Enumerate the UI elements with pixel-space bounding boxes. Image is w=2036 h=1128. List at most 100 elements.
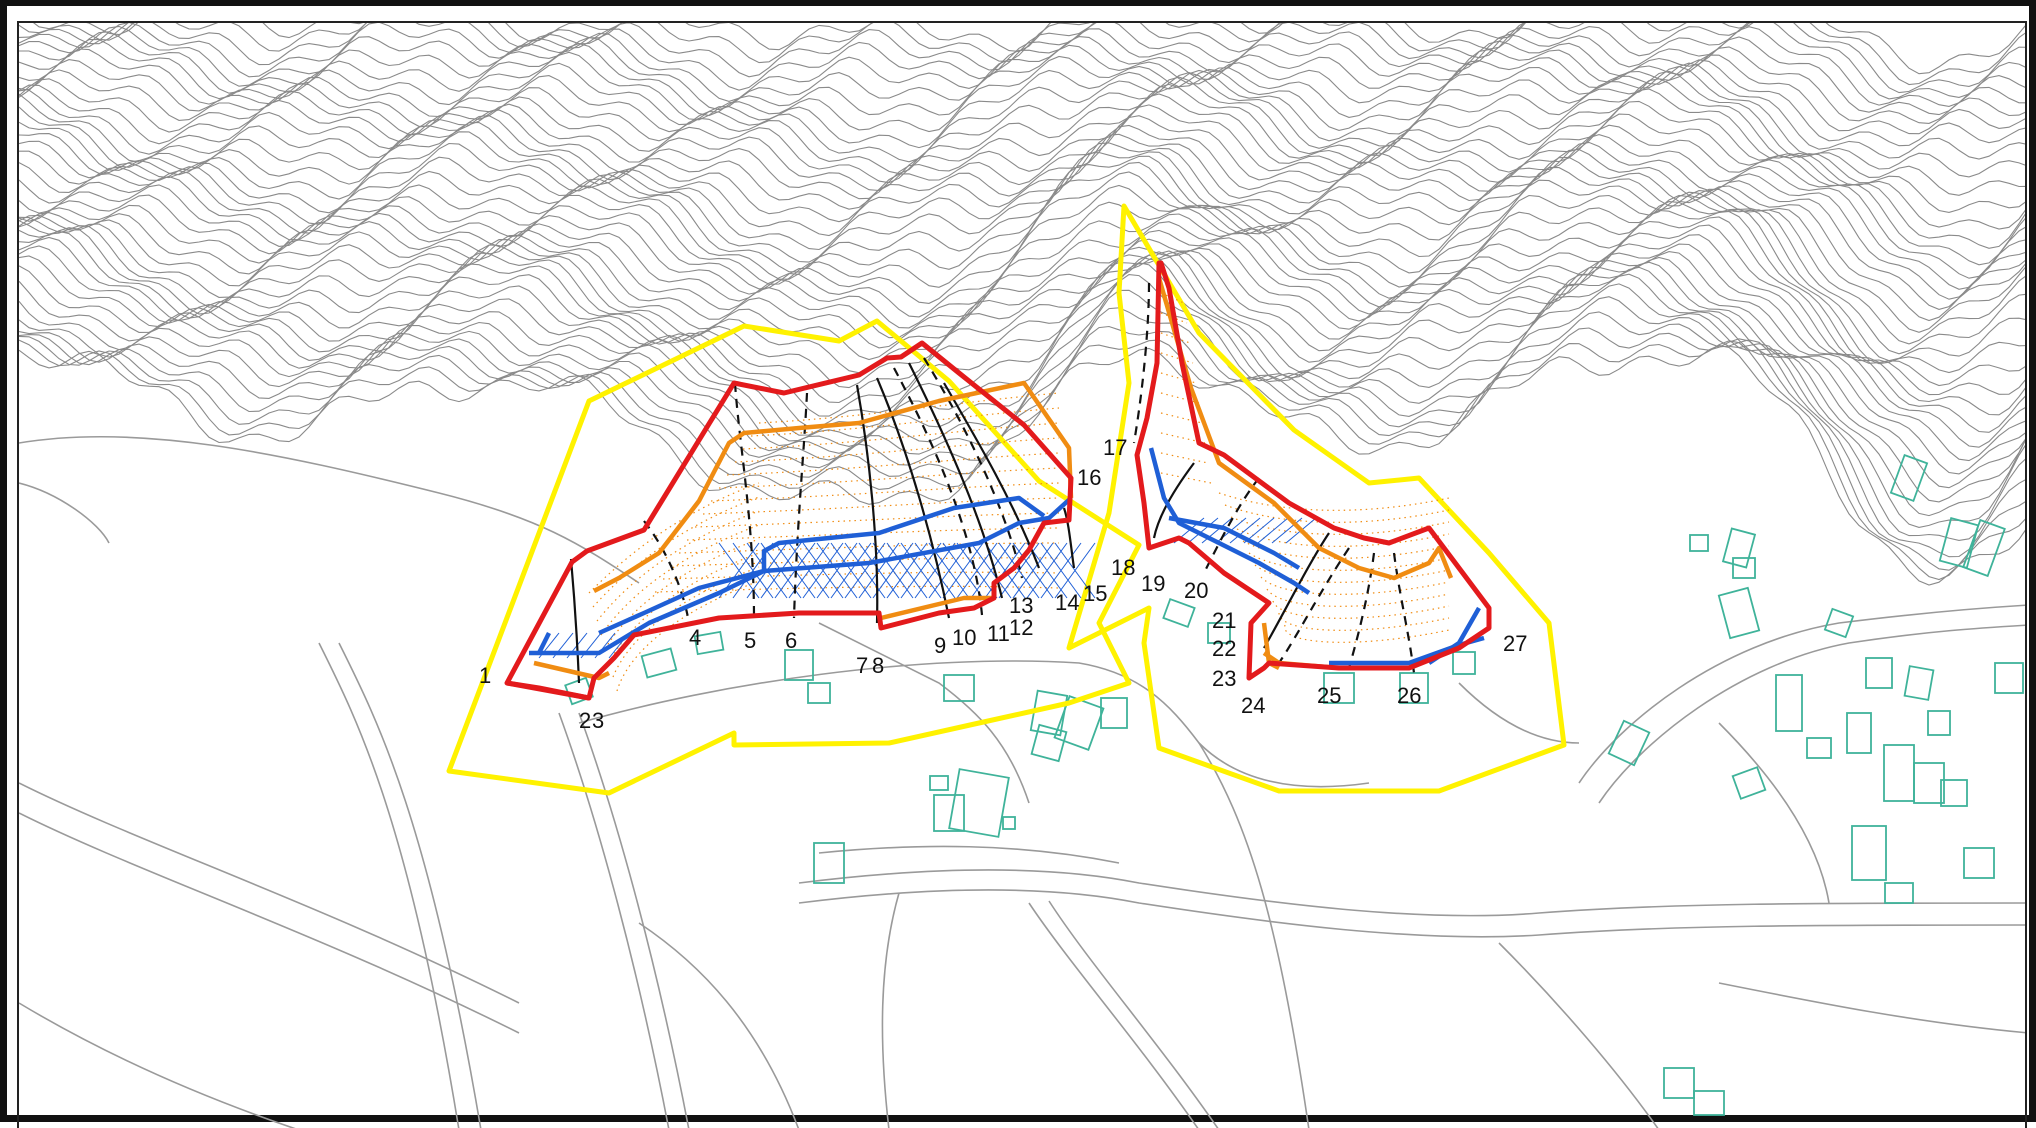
section-label-10: 10 <box>952 625 976 650</box>
orange-dot-row <box>742 422 1060 450</box>
building-outline-icon <box>1883 744 1915 802</box>
building-outline-icon <box>933 794 965 832</box>
topographic-map: 1 2 3 4 5 6 7 8 9 10 11 12 13 14 15 16 1… <box>19 23 2025 1128</box>
building-outline-icon <box>1775 674 1803 732</box>
section-label-24: 24 <box>1241 693 1265 718</box>
building-outline-icon <box>1913 762 1945 804</box>
section-label-6: 6 <box>785 628 797 653</box>
blue-hatch-line <box>886 542 928 599</box>
section-label-27: 27 <box>1503 631 1527 656</box>
road-line <box>818 845 1120 864</box>
contour-line <box>19 201 2025 374</box>
section-label-16: 16 <box>1077 465 1101 490</box>
yellow-zone-west <box>446 318 1142 796</box>
orange-dot-row <box>1242 540 1450 559</box>
building-outline-icon <box>1963 847 1995 879</box>
blue-hatch-line <box>900 542 942 599</box>
blue-hatch-line <box>1054 542 1096 599</box>
road-line <box>318 642 460 1128</box>
blue-hatch-line <box>858 542 900 599</box>
contour-line <box>19 224 2025 416</box>
section-label-15: 15 <box>1083 581 1107 606</box>
road-line <box>19 782 520 1004</box>
contour-line <box>19 59 2025 149</box>
red-zone-west-left <box>506 680 590 701</box>
section-label-11: 11 <box>987 621 1010 646</box>
building-outline-icon <box>1731 766 1767 800</box>
contour-line <box>19 100 2025 249</box>
building-outline-icon <box>1717 586 1761 640</box>
building-outline-icon <box>1851 825 1887 881</box>
building-outline-icon <box>1323 672 1355 704</box>
blue-line-east <box>1148 447 1311 595</box>
contour-line <box>19 148 2025 310</box>
section-line-dashed <box>792 392 809 619</box>
orange-dot-row <box>718 467 1060 489</box>
section-label-8: 8 <box>872 653 884 678</box>
orange-dot-row <box>1260 576 1450 595</box>
orange-line-west-upper <box>592 380 1074 593</box>
section-line-solid <box>1152 462 1195 539</box>
building-outline-icon <box>1994 662 2024 694</box>
section-label-18: 18 <box>1111 555 1135 580</box>
contour-line <box>19 78 2025 213</box>
road-line <box>1718 982 2025 1034</box>
building-outline-icon <box>1806 737 1832 759</box>
section-label-22: 22 <box>1212 636 1236 661</box>
contour-line <box>19 262 2025 517</box>
road-line <box>1198 742 1310 1128</box>
orange-line-west-lower <box>533 660 611 681</box>
section-line-solid <box>569 558 581 684</box>
section-number-labels: 1 2 3 4 5 6 7 8 9 10 11 12 13 14 15 16 1… <box>479 435 1527 733</box>
road-line <box>798 869 2025 917</box>
orange-dot-row <box>1160 392 1200 404</box>
contour-line <box>19 161 2025 333</box>
orange-dot-row <box>734 437 1060 463</box>
contour-line <box>19 289 2025 541</box>
orange-dot-row <box>678 542 1060 554</box>
section-line-solid <box>875 377 951 619</box>
road-line <box>1718 722 1830 904</box>
section-label-4: 4 <box>689 625 701 650</box>
contour-line <box>19 171 2025 345</box>
building-outline-icon <box>1938 517 1980 569</box>
building-outline-icon <box>1823 607 1855 639</box>
road-line <box>19 482 110 544</box>
blue-hatch-line <box>872 542 914 599</box>
contour-line <box>19 23 2025 94</box>
section-label-26: 26 <box>1397 683 1421 708</box>
contour-line <box>19 251 2025 489</box>
building-outline-icon <box>1693 1090 1725 1116</box>
road-network <box>19 435 2025 1128</box>
blue-hatch-line <box>732 542 774 599</box>
building-outline-icon <box>1689 534 1709 552</box>
building-outline-icon <box>1940 779 1968 807</box>
section-line-solid <box>1263 532 1330 649</box>
section-line-dashed <box>1278 547 1350 664</box>
contour-line <box>19 245 2025 462</box>
blue-line-west-upper <box>598 495 1046 636</box>
contour-lines <box>19 23 2025 586</box>
contour-line <box>19 155 2025 322</box>
contour-line <box>19 344 2025 586</box>
orange-dot-row <box>1218 492 1450 511</box>
building-outline-icon <box>807 682 831 704</box>
section-label-19: 19 <box>1141 571 1165 596</box>
section-line-solid <box>855 384 879 624</box>
contour-line <box>19 133 2025 290</box>
orange-dotted-fill <box>588 292 1450 692</box>
blue-hatch-line <box>802 542 844 599</box>
building-outline-icon <box>1002 816 1016 830</box>
yellow-zone-east <box>1066 203 1567 794</box>
road-line <box>798 889 2025 938</box>
building-outline-icon <box>1100 697 1128 729</box>
section-label-7: 7 <box>856 653 868 678</box>
orange-dot-row <box>1160 312 1188 324</box>
road-line <box>638 922 800 1128</box>
road-line <box>881 892 900 1128</box>
section-label-23: 23 <box>1212 666 1236 691</box>
building-outline-icon <box>1029 689 1069 737</box>
building-outline-icon <box>1721 527 1757 569</box>
red-hazard-boundaries <box>504 260 1492 701</box>
